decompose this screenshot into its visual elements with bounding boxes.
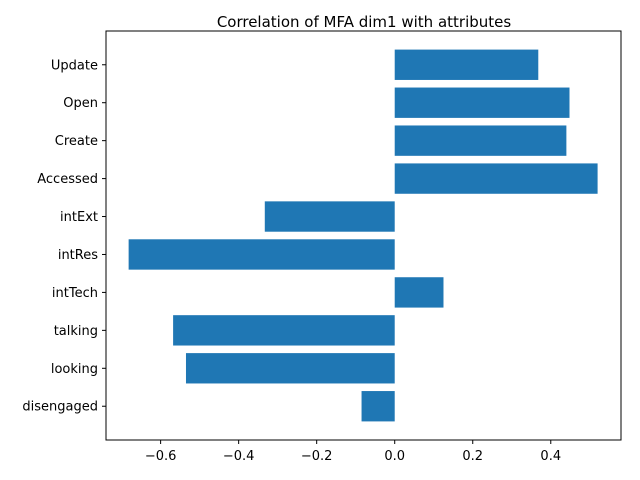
x-tick-label: 0.2 <box>462 449 483 464</box>
chart-title: Correlation of MFA dim1 with attributes <box>217 13 512 31</box>
y-tick-label: Open <box>63 96 98 111</box>
y-tick-label: intExt <box>60 210 98 225</box>
plot-frame <box>105 30 622 441</box>
bar-intExt <box>264 201 395 232</box>
x-axis-ticks: −0.6 −0.4 −0.2 0.0 0.2 0.4 <box>145 440 561 464</box>
y-tick-label: Create <box>55 134 98 149</box>
y-axis-ticks: disengaged looking talking intTech intRes int… <box>22 58 106 415</box>
y-tick-label: intTech <box>52 286 98 301</box>
bars-group <box>128 49 598 422</box>
bar-looking <box>185 353 395 384</box>
x-tick-label: 0.0 <box>384 449 405 464</box>
y-tick-label: Update <box>51 58 98 73</box>
bar-Accessed <box>394 163 598 194</box>
bar-disengaged <box>361 391 395 422</box>
y-tick-label: intRes <box>58 248 98 263</box>
y-tick-label: talking <box>54 324 98 339</box>
x-tick-label: −0.2 <box>301 449 333 464</box>
bar-Create <box>394 125 567 156</box>
bar-Open <box>394 87 570 118</box>
x-tick-label: −0.4 <box>223 449 255 464</box>
y-tick-label: disengaged <box>22 400 98 415</box>
x-tick-label: 0.4 <box>540 449 561 464</box>
y-tick-label: looking <box>51 362 98 377</box>
y-tick-label: Accessed <box>37 172 98 187</box>
bar-talking <box>173 315 395 346</box>
bar-intRes <box>128 239 395 270</box>
bar-Update <box>394 49 539 80</box>
bar-intTech <box>394 277 444 308</box>
x-tick-label: −0.6 <box>145 449 177 464</box>
